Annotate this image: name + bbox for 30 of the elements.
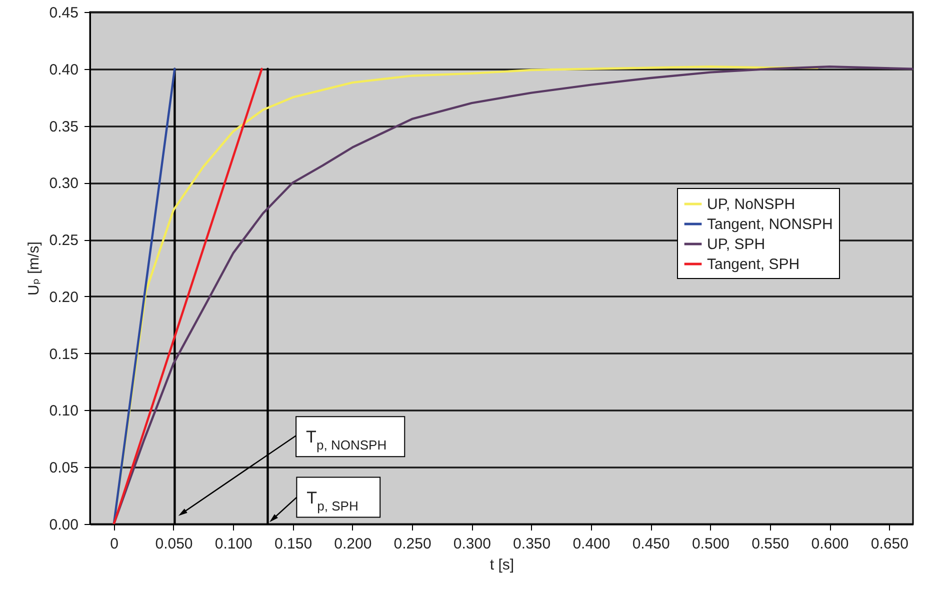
y-tick-label: 0.00 xyxy=(49,516,78,534)
x-tick-label: 0.250 xyxy=(394,536,432,552)
y-tick-label: 0.15 xyxy=(49,346,78,363)
x-tick-label: 0.650 xyxy=(870,536,908,552)
y-axis-title: Uₚ [m/s] xyxy=(25,242,42,296)
y-tick-label: 0.10 xyxy=(49,402,78,420)
y-tick-label: 0.05 xyxy=(49,460,78,477)
x-tick-label: 0.100 xyxy=(214,536,252,552)
legend-label: Tangent, SPH xyxy=(707,256,800,273)
y-tick-label: 0.25 xyxy=(49,232,78,250)
y-tick-label: 0.35 xyxy=(49,118,78,136)
legend-label: UP, NoNSPH xyxy=(707,196,796,213)
x-tick-label: 0.050 xyxy=(155,536,193,552)
legend-label: Tangent, NONSPH xyxy=(707,216,833,233)
x-tick-label: 0.150 xyxy=(274,536,312,552)
x-tick-label: 0.200 xyxy=(334,536,372,552)
legend-label: UP, SPH xyxy=(707,236,766,253)
y-tick-label: 0.45 xyxy=(49,4,78,22)
y-tick-label: 0.40 xyxy=(49,61,78,78)
x-tick-label: 0.400 xyxy=(572,536,610,552)
x-tick-label: 0.500 xyxy=(692,536,730,552)
x-tick-label: 0 xyxy=(110,536,119,552)
x-tick-label: 0.550 xyxy=(752,536,790,552)
x-tick-label: 0.350 xyxy=(513,536,551,552)
x-tick-label: 0.300 xyxy=(453,536,491,552)
y-tick-label: 0.30 xyxy=(49,175,78,192)
y-tick-label: 0.20 xyxy=(49,288,78,306)
x-tick-label: 0.450 xyxy=(632,536,670,552)
x-tick-label: 0.600 xyxy=(811,536,849,552)
x-axis-title: t [s] xyxy=(490,556,514,574)
